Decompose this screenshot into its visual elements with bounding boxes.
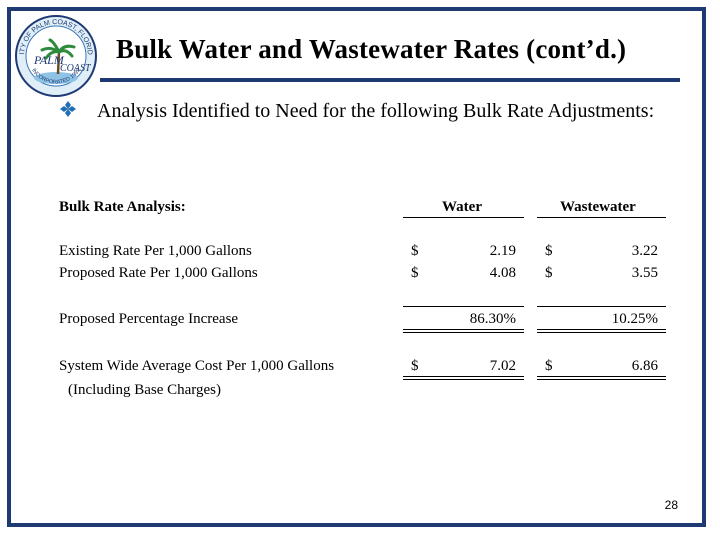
diamond-bullet-icon [60,101,76,117]
bullet-text: Analysis Identified to Need for the foll… [97,100,655,122]
slide-frame [7,7,706,527]
page-number: 28 [664,498,678,512]
title-underline [100,78,680,82]
svg-text:COAST: COAST [60,63,92,74]
svg-text:PALM: PALM [33,53,65,67]
slide-title: Bulk Water and Wastewater Rates (cont’d.… [116,34,627,64]
city-seal-icon: PALM COAST CITY OF PALM COAST, FLORIDA I… [14,14,97,97]
